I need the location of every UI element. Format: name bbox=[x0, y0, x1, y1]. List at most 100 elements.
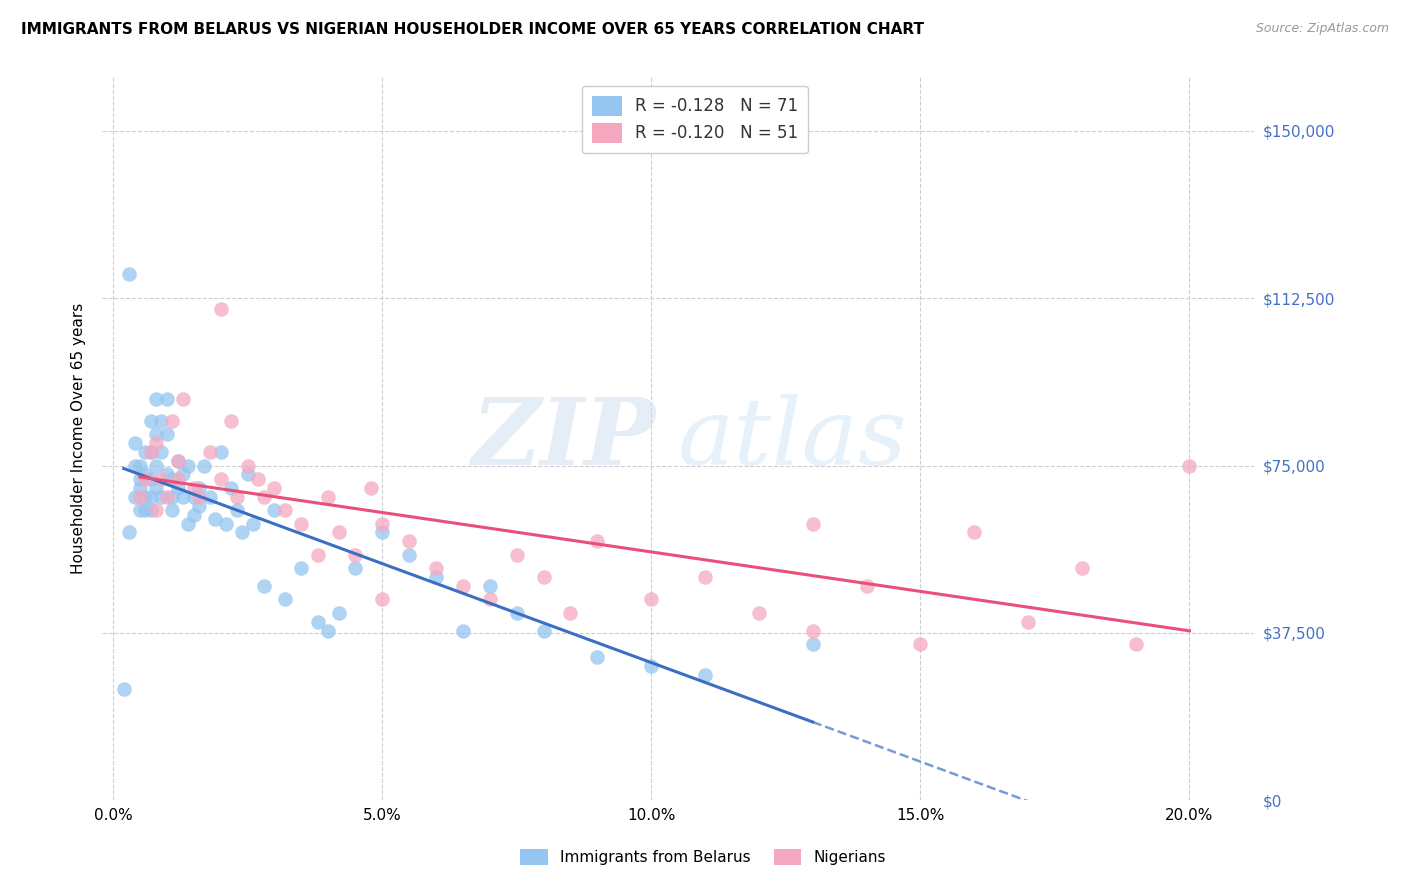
Point bbox=[316, 490, 339, 504]
Point bbox=[225, 490, 247, 504]
Point bbox=[150, 414, 173, 428]
Point bbox=[139, 445, 162, 459]
Point bbox=[160, 503, 183, 517]
Point bbox=[128, 503, 150, 517]
Point bbox=[1125, 637, 1147, 651]
Legend: R = -0.128   N = 71, R = -0.120   N = 51: R = -0.128 N = 71, R = -0.120 N = 51 bbox=[582, 86, 808, 153]
Legend: Immigrants from Belarus, Nigerians: Immigrants from Belarus, Nigerians bbox=[515, 843, 891, 871]
Point bbox=[156, 467, 179, 482]
Point bbox=[855, 579, 877, 593]
Point bbox=[505, 548, 527, 562]
Point bbox=[166, 454, 188, 468]
Point bbox=[145, 481, 167, 495]
Point bbox=[371, 592, 394, 607]
Point bbox=[344, 548, 367, 562]
Point bbox=[236, 458, 259, 473]
Point bbox=[328, 606, 350, 620]
Point bbox=[1017, 615, 1039, 629]
Point bbox=[118, 525, 141, 540]
Point bbox=[172, 392, 194, 406]
Point bbox=[188, 481, 211, 495]
Point bbox=[748, 606, 770, 620]
Point bbox=[139, 472, 162, 486]
Point bbox=[290, 561, 312, 575]
Point bbox=[124, 458, 146, 473]
Point bbox=[134, 445, 156, 459]
Point bbox=[242, 516, 264, 531]
Point bbox=[478, 579, 501, 593]
Point bbox=[801, 516, 824, 531]
Point bbox=[290, 516, 312, 531]
Point bbox=[145, 392, 167, 406]
Text: atlas: atlas bbox=[678, 393, 908, 483]
Point bbox=[145, 503, 167, 517]
Point bbox=[371, 525, 394, 540]
Point bbox=[172, 490, 194, 504]
Point bbox=[156, 427, 179, 442]
Point bbox=[160, 414, 183, 428]
Point bbox=[533, 570, 555, 584]
Text: ZIP: ZIP bbox=[471, 393, 655, 483]
Point bbox=[910, 637, 932, 651]
Point bbox=[156, 490, 179, 504]
Point bbox=[316, 624, 339, 638]
Point bbox=[145, 436, 167, 450]
Point bbox=[263, 503, 285, 517]
Point bbox=[160, 490, 183, 504]
Point bbox=[560, 606, 582, 620]
Point bbox=[118, 267, 141, 281]
Point bbox=[451, 624, 474, 638]
Point bbox=[236, 467, 259, 482]
Point bbox=[124, 490, 146, 504]
Point bbox=[1070, 561, 1092, 575]
Point bbox=[124, 436, 146, 450]
Point bbox=[209, 472, 232, 486]
Point bbox=[188, 499, 211, 513]
Point bbox=[360, 481, 382, 495]
Point bbox=[134, 467, 156, 482]
Point bbox=[209, 445, 232, 459]
Point bbox=[198, 445, 221, 459]
Point bbox=[128, 472, 150, 486]
Point bbox=[128, 481, 150, 495]
Point bbox=[505, 606, 527, 620]
Point bbox=[183, 508, 205, 522]
Point bbox=[451, 579, 474, 593]
Text: IMMIGRANTS FROM BELARUS VS NIGERIAN HOUSEHOLDER INCOME OVER 65 YEARS CORRELATION: IMMIGRANTS FROM BELARUS VS NIGERIAN HOUS… bbox=[21, 22, 924, 37]
Point bbox=[112, 681, 135, 696]
Point bbox=[204, 512, 226, 526]
Point bbox=[145, 458, 167, 473]
Point bbox=[145, 427, 167, 442]
Point bbox=[225, 503, 247, 517]
Point bbox=[221, 414, 243, 428]
Point bbox=[640, 659, 662, 673]
Point bbox=[139, 414, 162, 428]
Point bbox=[586, 534, 609, 549]
Point bbox=[139, 490, 162, 504]
Point bbox=[328, 525, 350, 540]
Point bbox=[274, 503, 297, 517]
Point bbox=[134, 472, 156, 486]
Point bbox=[253, 490, 276, 504]
Point bbox=[801, 624, 824, 638]
Point bbox=[693, 668, 716, 682]
Point bbox=[209, 302, 232, 317]
Point bbox=[134, 503, 156, 517]
Point bbox=[183, 481, 205, 495]
Point bbox=[188, 490, 211, 504]
Y-axis label: Householder Income Over 65 years: Householder Income Over 65 years bbox=[72, 303, 86, 574]
Point bbox=[166, 472, 188, 486]
Point bbox=[478, 592, 501, 607]
Point bbox=[166, 454, 188, 468]
Point bbox=[193, 458, 215, 473]
Point bbox=[160, 472, 183, 486]
Point bbox=[398, 534, 420, 549]
Point bbox=[371, 516, 394, 531]
Point bbox=[128, 458, 150, 473]
Point bbox=[274, 592, 297, 607]
Point bbox=[231, 525, 253, 540]
Point bbox=[128, 490, 150, 504]
Point bbox=[172, 467, 194, 482]
Point bbox=[586, 650, 609, 665]
Point bbox=[640, 592, 662, 607]
